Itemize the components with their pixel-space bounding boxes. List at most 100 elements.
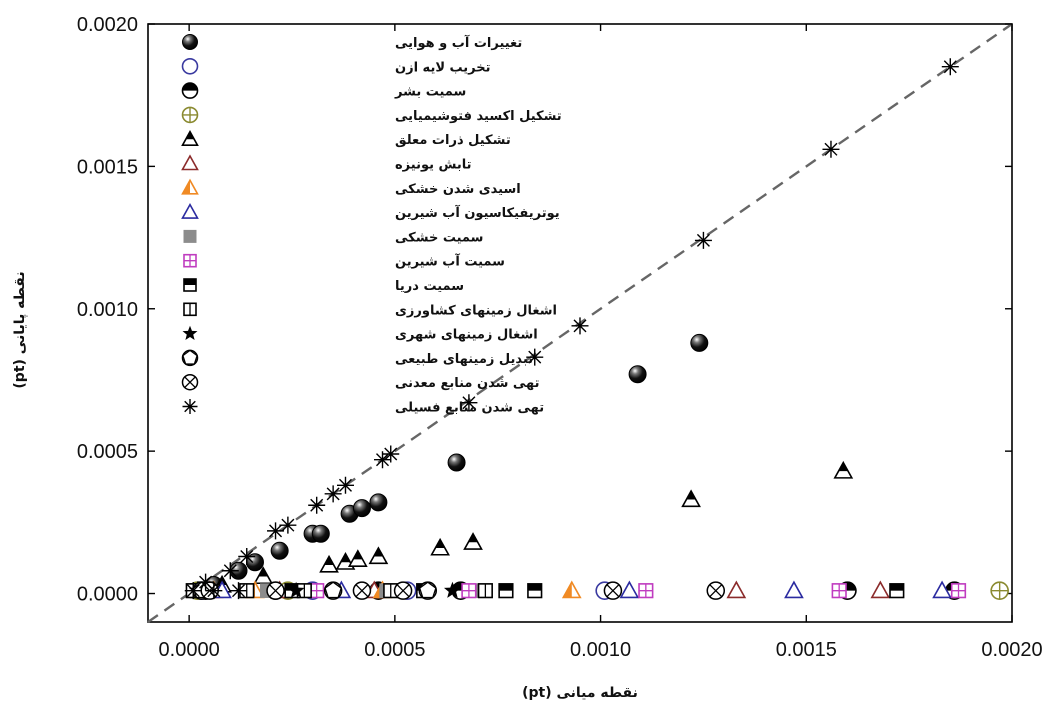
legend-marker [183,229,197,243]
data-point [463,532,483,550]
data-point [267,522,285,540]
data-point [833,460,854,479]
legend-marker [181,58,199,75]
legend-item: اسیدی شدن خشکی [181,178,521,197]
legend-item: سمیت بشر [181,82,466,100]
legend-label: تهی شدن منابع فسیلی [395,401,544,416]
data-point [323,581,343,600]
data-point [418,581,438,600]
legend-label: سمیت آب شیرین [395,253,505,270]
data-point [230,582,248,600]
data-point [941,58,959,76]
legend-item: تهی شدن منابع معدنی [181,373,540,391]
legend-marker [181,202,199,219]
x-tick-label: 0.0005 [364,639,425,661]
data-point [184,582,202,600]
legend-label: اشغال زمینهای کشاورزی [395,303,557,318]
legend-marker [181,178,199,195]
legend-item: تخریب لایه ازن [181,58,491,75]
y-axis-title: (pt) نقطه پایانی [12,271,28,388]
data-point [308,496,326,514]
data-point [706,581,726,600]
y-tick-label: 0.0010 [77,299,138,321]
data-point [430,537,450,556]
legend-item: تبدیل زمینهای طبیعی [181,349,533,367]
legend-label: تهی شدن منابع معدنی [395,376,540,391]
legend-item: اشغال زمینهای شهری [182,325,538,343]
y-tick-label: 0.0005 [77,441,138,463]
data-point [681,489,701,508]
legend-marker [182,34,198,50]
legend-label: تغییرات آب و هوایی [395,34,522,51]
legend-label: اسیدی شدن خشکی [395,182,521,197]
data-point [694,231,712,249]
data-point [352,581,372,600]
x-tick-label: 0.0000 [159,639,220,661]
legend-label: تشکیل اکسید فتوشیمیایی [395,109,562,124]
plot-frame [147,23,1013,623]
data-point [266,581,285,600]
data-point [443,581,461,598]
data-point [822,140,840,158]
data-point [561,580,582,599]
data-point [197,573,215,591]
legend-label: تشکیل ذرات معلق [395,133,511,148]
data-point [253,566,274,585]
data-point [889,583,905,599]
data-point [319,554,339,573]
data-point [527,583,543,599]
y-tick-label: 0.0015 [77,156,138,178]
data-point [336,476,354,494]
data-point [932,580,952,599]
data-point [238,548,256,565]
legend-item: تغییرات آب و هوایی [182,34,522,51]
legend-marker [181,130,199,146]
legend-label: سمیت بشر [394,85,466,100]
data-point [309,583,325,599]
data-point [870,580,891,599]
legend-marker [182,399,198,414]
legend-marker [181,349,199,367]
legend-marker [181,154,199,171]
legend-marker [181,82,199,99]
legend-label: سمیت خشکی [395,230,483,245]
data-point [279,516,297,534]
x-tick-label: 0.0015 [776,639,837,661]
data-point [393,581,413,600]
data-point [461,583,477,599]
data-point [726,580,747,599]
data-point [287,581,305,598]
legend-item: سمیت دریا [183,278,464,294]
data-point [619,580,640,599]
data-point [369,493,388,512]
legend-marker [182,325,198,340]
legend-item: یوتریفیکاسیون آب شیرین [181,202,560,221]
legend-marker [181,106,199,124]
data-point [368,546,389,565]
legend-label: تابش یونیزه [395,158,472,173]
y-tick-label: 0.0000 [77,584,138,606]
legend-item: تهی شدن منابع فسیلی [182,399,544,416]
data-point [447,453,466,472]
data-point [205,582,223,600]
data-point [374,451,392,469]
data-point [571,317,589,335]
data-point [526,348,544,366]
data-point [477,583,493,599]
data-point [990,581,1009,600]
legend-item: تابش یونیزه [181,154,472,173]
legend-marker [183,278,197,292]
data-point [382,445,400,463]
data-point [352,499,371,518]
x-axis-title: (pt) نقطه میانی [522,685,638,701]
data-point [498,583,514,599]
legend-label: اشغال زمینهای شهری [395,328,538,343]
x-tick-label: 0.0020 [981,639,1042,661]
y-tick-label: 0.0020 [77,14,138,36]
legend-item: سمیت خشکی [183,229,483,245]
legend-marker [183,302,197,317]
data-point [628,365,647,384]
legend-item: اشغال زمینهای کشاورزی [183,302,557,318]
legend-label: یوتریفیکاسیون آب شیرین [395,204,560,221]
data-point [638,583,654,599]
